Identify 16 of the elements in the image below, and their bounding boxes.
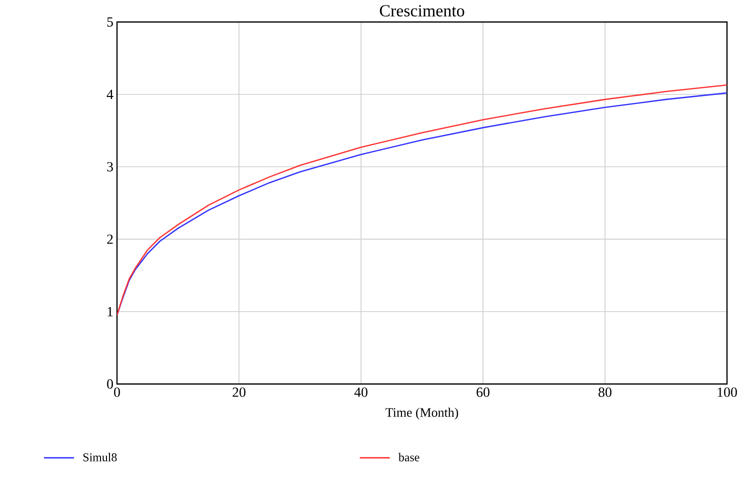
y-tick-label: 0 [107,379,113,389]
x-tick-label: 80 [598,388,612,397]
x-tick-label: 100 [718,388,737,397]
chart-title: Crescimento [380,5,464,16]
x-tick-label: 40 [354,388,368,397]
x-axis-title: Time (Month) [386,408,458,420]
y-tick-label: 4 [106,90,114,99]
y-tick-label: 3 [107,162,113,172]
y-tick-label: 5 [107,17,113,27]
y-tick-label: 2 [107,234,113,244]
legend-label: base [398,452,420,462]
legend-label: Simul8 [83,452,117,462]
x-tick-label: 0 [114,388,120,397]
y-tick-label: 1 [108,306,113,316]
x-tick-label: 60 [476,388,490,397]
x-tick-label: 20 [232,388,246,397]
